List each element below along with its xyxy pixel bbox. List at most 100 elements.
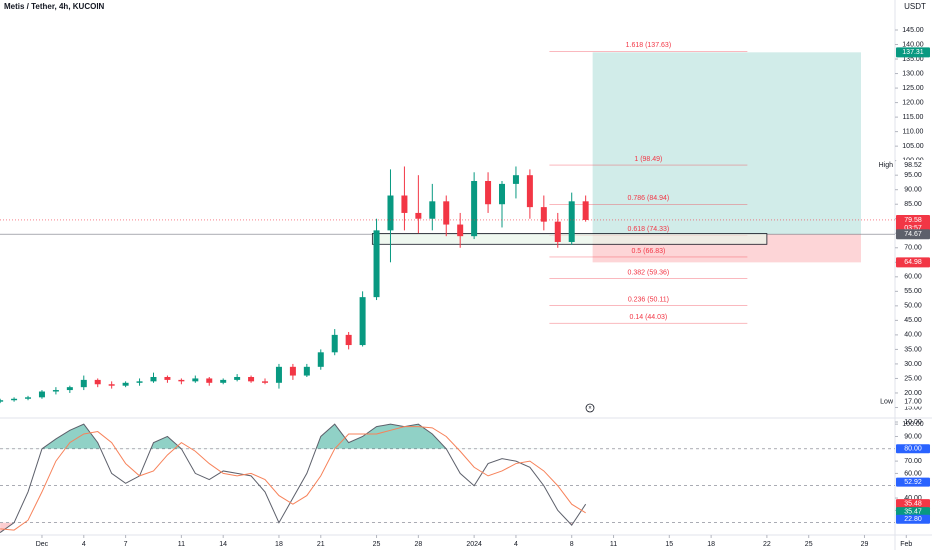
candle-body bbox=[317, 352, 324, 367]
candle-body bbox=[94, 379, 101, 385]
price-label-box bbox=[896, 229, 930, 240]
price-label: 79.58 bbox=[904, 217, 922, 224]
candle-body bbox=[262, 381, 269, 383]
currency: USDT bbox=[904, 2, 926, 11]
candle-body bbox=[248, 376, 255, 382]
indicator-label: 35.48 bbox=[904, 500, 922, 507]
candle-body bbox=[526, 175, 533, 208]
candle-body bbox=[150, 376, 157, 382]
x-tick-label: 28 bbox=[414, 541, 422, 548]
y-tick-label: 110.00 bbox=[903, 128, 924, 135]
candle-body bbox=[206, 378, 213, 383]
price-label-box bbox=[896, 396, 930, 407]
y-tick-label: 100.00 bbox=[902, 421, 924, 428]
price-label-tag: High bbox=[879, 162, 894, 169]
price-label: 137.31 bbox=[902, 49, 924, 56]
y-tick-label: 60.00 bbox=[904, 470, 922, 477]
y-tick-label: 15.00 bbox=[904, 404, 922, 411]
countdown: 03:57 bbox=[904, 225, 922, 232]
candle-body bbox=[80, 379, 87, 388]
y-tick-label: 90.00 bbox=[904, 187, 922, 194]
fib-label: 0.382 (59.36) bbox=[628, 270, 670, 277]
candle-body bbox=[122, 382, 129, 386]
y-tick-label: 145.00 bbox=[902, 27, 924, 34]
fib-label: 0.5 (66.83) bbox=[631, 248, 665, 255]
price-label: 64.98 bbox=[904, 259, 922, 266]
indicator-line bbox=[0, 423, 587, 533]
x-tick-label: 25 bbox=[805, 541, 813, 548]
candle-body bbox=[11, 398, 18, 401]
candle-body bbox=[192, 378, 199, 382]
candle-body bbox=[373, 230, 380, 298]
x-tick-label: 25 bbox=[373, 541, 381, 548]
candle-body bbox=[568, 201, 575, 242]
fib-label: 0.236 (50.11) bbox=[628, 296, 669, 303]
y-tick-label: 140.00 bbox=[902, 41, 924, 48]
indicator-label-box bbox=[896, 477, 930, 487]
y-tick-label: 30.00 bbox=[904, 361, 922, 368]
y-tick-label: 40.00 bbox=[904, 495, 922, 502]
candle-body bbox=[178, 379, 185, 382]
candle-body bbox=[443, 201, 450, 225]
candle-body bbox=[429, 201, 436, 219]
indicator-label-box bbox=[896, 507, 930, 517]
candle-body bbox=[359, 297, 366, 346]
icon-glyph: × bbox=[588, 406, 592, 412]
y-tick-label: 50.00 bbox=[904, 303, 922, 310]
y-tick-label: 40.00 bbox=[904, 332, 922, 339]
price-label: 98.52 bbox=[904, 162, 922, 169]
x-tick-label: 22 bbox=[763, 541, 771, 548]
candle-body bbox=[415, 212, 422, 219]
candle-body bbox=[457, 224, 464, 237]
x-tick-label: 15 bbox=[665, 541, 673, 548]
y-tick-label: 105.00 bbox=[902, 143, 924, 150]
candle-body bbox=[540, 207, 547, 222]
x-tick-label: Dec bbox=[36, 541, 49, 548]
fib-label: 1.618 (137.63) bbox=[626, 42, 672, 49]
overbought-fill bbox=[0, 424, 586, 449]
indicator-label: 52.92 bbox=[904, 479, 922, 486]
icon[interactable] bbox=[585, 403, 595, 413]
y-tick-label: 120.00 bbox=[902, 99, 924, 106]
price-label-box bbox=[896, 47, 930, 58]
y-tick-label: 135.00 bbox=[902, 56, 924, 63]
y-tick-label: 70.00 bbox=[904, 245, 922, 252]
y-tick-label: 85.00 bbox=[904, 201, 922, 208]
plot: 1.618 (137.63) 1 (98.49) 0.786 (84.94) 0.61… bbox=[0, 27, 930, 548]
y-tick-label: 90.00 bbox=[904, 433, 922, 440]
x-tick-label: 2024 bbox=[466, 541, 482, 548]
y-tick-label: 35.00 bbox=[904, 346, 922, 353]
candle-body bbox=[164, 376, 171, 380]
candle-body bbox=[289, 366, 296, 376]
fib-label: 0.786 (84.94) bbox=[628, 195, 670, 202]
y-tick-label: 95.00 bbox=[904, 172, 922, 179]
candle-body bbox=[303, 366, 310, 376]
price-label: 74.67 bbox=[904, 231, 922, 238]
candle-body bbox=[512, 175, 519, 184]
candle-body bbox=[220, 379, 227, 383]
fib-label: 1 (98.49) bbox=[634, 156, 662, 163]
x-tick-label: 11 bbox=[178, 541, 185, 548]
price-label-box bbox=[896, 257, 930, 268]
candle-body bbox=[485, 180, 492, 205]
chart-title: Metis / Tether, 4h, KUCOIN bbox=[4, 2, 105, 11]
x-tick-label: 14 bbox=[219, 541, 227, 548]
fib-label: 0.618 (74.33) bbox=[628, 226, 670, 233]
fib-label: 0.14 (44.03) bbox=[630, 314, 668, 321]
candle-body bbox=[401, 195, 408, 213]
candle-body bbox=[52, 390, 59, 392]
x-tick-label: 4 bbox=[82, 541, 86, 548]
x-tick-label: 11 bbox=[610, 541, 617, 548]
y-tick-label: 70.00 bbox=[904, 458, 922, 465]
y-tick-label: 125.00 bbox=[902, 85, 924, 92]
price-label: 17.00 bbox=[904, 399, 922, 406]
candle-body bbox=[275, 366, 282, 383]
candle-body bbox=[387, 195, 394, 231]
profit-zone bbox=[592, 52, 861, 235]
x-tick-label: 7 bbox=[124, 541, 128, 548]
price-label-box bbox=[896, 159, 930, 170]
x-tick-label: 18 bbox=[275, 541, 283, 548]
candle-body bbox=[136, 381, 143, 383]
candle-body bbox=[234, 376, 241, 380]
